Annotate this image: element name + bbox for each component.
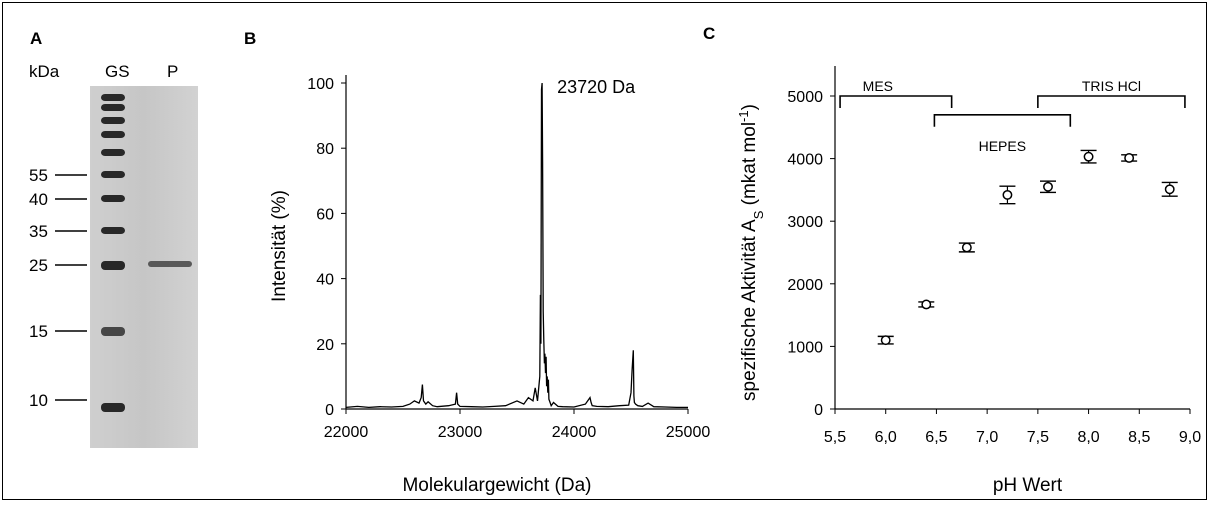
marker-label: 15	[29, 322, 48, 341]
y-axis-title: spezifische Aktivität AS (mkat mol-1)	[736, 104, 766, 401]
gel-lane-label-p: P	[167, 62, 178, 81]
ladder-band	[101, 171, 125, 178]
figure-canvas: A B C kDa GS P 55 40 35 25 15 10 0 20 40 60 80 100…	[29, 24, 1201, 496]
ph-activity-chart: 0 1000 2000 3000 4000 5000 5,5 6,0 6,5 7,0 7,5 8,0 8…	[736, 66, 1201, 496]
buffer-bracket	[839, 95, 953, 108]
point-marker	[961, 242, 972, 253]
x-tick-label: 7,0	[976, 429, 998, 446]
x-axis-title: pH Wert	[993, 475, 1063, 496]
y-tick-label: 80	[316, 141, 334, 158]
ladder-band	[101, 227, 125, 234]
marker-label: 40	[29, 190, 48, 209]
buffer-label: HEPES	[979, 138, 1026, 154]
data-point	[1121, 153, 1138, 163]
x-tick-label: 6,5	[925, 429, 947, 446]
protein-band	[148, 261, 192, 267]
ladder-band	[101, 195, 125, 202]
peak-annotation: 23720 Da	[557, 77, 636, 97]
point-marker	[921, 299, 932, 310]
data-point	[958, 242, 975, 253]
buffer-label: MES	[863, 78, 893, 94]
y-tick-label: 20	[316, 337, 334, 354]
buffer-range: TRIS HCl	[1037, 78, 1186, 108]
point-marker	[880, 335, 891, 346]
y-tick-label: 5000	[787, 89, 823, 106]
gel-marker-scale: 55 40 35 25 15 10	[29, 166, 87, 410]
ladder-band	[101, 94, 125, 101]
y-tick-label: 0	[325, 402, 334, 419]
marker-label: 55	[29, 166, 48, 185]
panel-label-a: A	[30, 29, 42, 48]
y-tick-label: 40	[316, 272, 334, 289]
spectrum-trace	[345, 82, 688, 409]
x-tick-label: 23000	[438, 424, 483, 441]
y-tick-label: 0	[814, 402, 823, 419]
data-point	[877, 335, 894, 346]
ladder-band	[101, 327, 125, 336]
x-tick-label: 8,5	[1128, 429, 1150, 446]
marker-label: 10	[29, 391, 48, 410]
data-point	[918, 299, 935, 310]
ladder-band	[101, 131, 125, 138]
x-tick-label: 8,0	[1077, 429, 1099, 446]
marker-label: 25	[29, 256, 48, 275]
data-point	[1080, 149, 1097, 164]
data-point	[999, 185, 1016, 205]
x-tick-label: 7,5	[1027, 429, 1049, 446]
data-point	[1161, 181, 1178, 197]
buffer-range: HEPES	[933, 113, 1072, 154]
buffer-label: TRIS HCl	[1082, 78, 1141, 94]
ladder-band	[101, 117, 125, 124]
x-tick-label: 25000	[666, 424, 711, 441]
ladder-band	[101, 149, 125, 156]
panel-label-c: C	[703, 24, 715, 43]
point-marker	[1124, 153, 1135, 163]
mass-spectrum-chart: 0 20 40 60 80 100 22000 23000 24000 25000 23720 Da…	[269, 75, 710, 496]
gel-lane-label-gs: GS	[105, 62, 130, 81]
y-tick-label: 3000	[787, 214, 823, 231]
x-tick-label: 22000	[324, 424, 369, 441]
ladder-band	[101, 104, 125, 111]
y-tick-label: 1000	[787, 339, 823, 356]
point-marker	[1083, 151, 1094, 162]
x-tick-label: 24000	[552, 424, 597, 441]
figure-frame: A B C kDa GS P 55 40 35 25 15 10 0 20 40 60 80 100…	[2, 2, 1207, 500]
point-marker	[1002, 189, 1013, 200]
y-tick-label: 4000	[787, 152, 823, 169]
point-marker	[1043, 181, 1053, 192]
x-tick-label: 5,5	[824, 429, 846, 446]
buffer-range: MES	[839, 78, 953, 108]
y-tick-label: 60	[316, 206, 334, 223]
x-axis-title: Molekulargewicht (Da)	[402, 475, 591, 496]
buffer-bracket	[1037, 95, 1186, 108]
x-tick-label: 6,0	[875, 429, 897, 446]
point-marker	[1164, 184, 1175, 195]
gel-unit-label: kDa	[29, 62, 60, 81]
panel-label-b: B	[244, 29, 256, 48]
x-tick-label: 9,0	[1179, 429, 1201, 446]
y-axis-title: Intensität (%)	[269, 190, 290, 302]
marker-label: 35	[29, 222, 48, 241]
data-point	[1040, 180, 1056, 194]
buffer-bracket	[933, 113, 1072, 127]
y-tick-label: 100	[307, 76, 334, 93]
y-tick-label: 2000	[787, 277, 823, 294]
gel-bands	[101, 94, 192, 412]
ladder-band	[101, 261, 125, 270]
ladder-band	[101, 403, 125, 412]
